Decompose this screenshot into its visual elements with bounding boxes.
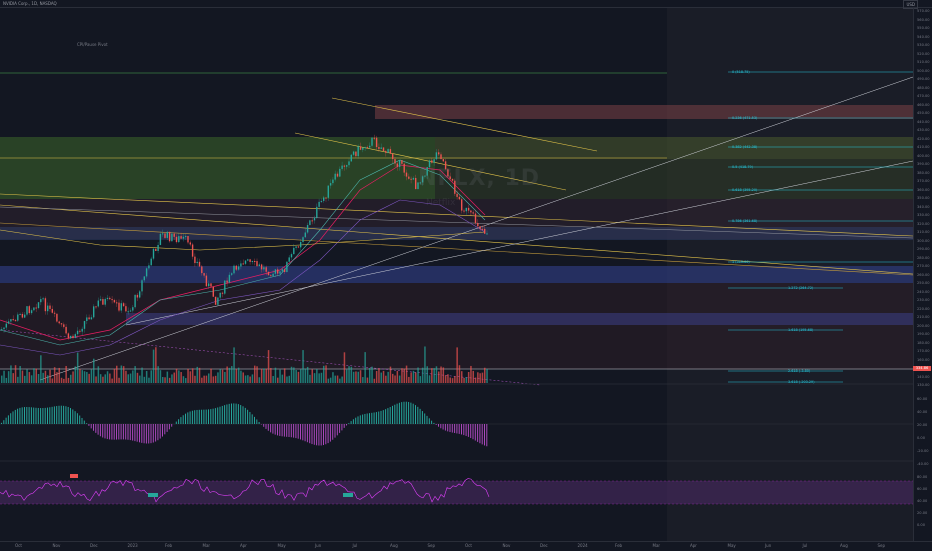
rsi-tick: 0.00 [917, 523, 925, 527]
price-tick: 480.00 [917, 86, 930, 90]
time-tick: Mar [203, 543, 211, 548]
price-tick: 220.00 [917, 307, 930, 311]
price-tick: 380.00 [917, 171, 930, 175]
price-tick: 390.00 [917, 162, 930, 166]
price-tick: 260.00 [917, 273, 930, 277]
fib-level-label: 3.618 (-203.29) [788, 380, 815, 384]
price-tick: 200.00 [917, 324, 930, 328]
price-tick: 180.00 [917, 341, 930, 345]
price-tick: 370.00 [917, 179, 930, 183]
price-tick: 560.00 [917, 18, 930, 22]
price-tick: 400.00 [917, 154, 930, 158]
chart-header: NVIDIA Corp., 1D, NASDAQ USD [0, 0, 932, 8]
price-tick: 140.00 [917, 375, 930, 379]
price-tick: 170.00 [917, 349, 930, 353]
price-tick: 490.00 [917, 77, 930, 81]
price-tick: 270.00 [917, 264, 930, 268]
fib-level-label: 1.618 (195.68) [788, 328, 813, 332]
time-tick: Sep [428, 543, 436, 548]
time-tick: Oct [15, 543, 22, 548]
price-tick: 240.00 [917, 290, 930, 294]
fib-level-label: 0.5 (418.79) [732, 165, 753, 169]
price-tick: 250.00 [917, 281, 930, 285]
price-tick: 540.00 [917, 35, 930, 39]
price-tick: 290.00 [917, 247, 930, 251]
osc-tick: -40.00 [917, 462, 929, 466]
time-tick: May [278, 543, 286, 548]
time-tick: Nov [503, 543, 511, 548]
time-tick: Feb [165, 543, 172, 548]
symbol-watermark: NFLX, 1D [418, 166, 540, 191]
price-tick: 330.00 [917, 213, 930, 217]
time-tick: Sep [878, 543, 886, 548]
time-tick: Jun [315, 543, 321, 548]
osc-tick: -20.00 [917, 449, 929, 453]
price-tick: 450.00 [917, 111, 930, 115]
time-tick: Apr [240, 543, 247, 548]
price-tick: 280.00 [917, 256, 930, 260]
annotation-note: CPI/Pause Pivot [77, 42, 108, 47]
fib-level-label: 1.272 (264.72) [788, 286, 813, 290]
price-tick: 440.00 [917, 120, 930, 124]
price-tick: 320.00 [917, 222, 930, 226]
price-tick: 130.00 [917, 383, 930, 387]
rsi-tick: 80.00 [917, 475, 927, 479]
symbol-title[interactable]: NVIDIA Corp., 1D, NASDAQ [3, 0, 57, 7]
rsi-tick: 60.00 [917, 487, 927, 491]
fib-level-label: 2.618 (-3.80) [788, 369, 810, 373]
price-tick: 340.00 [917, 205, 930, 209]
fib-level-label: 1 (319.00) [732, 260, 750, 264]
rsi-tick: 20.00 [917, 511, 927, 515]
price-tick: 510.00 [917, 60, 930, 64]
price-tick: 470.00 [917, 94, 930, 98]
price-tick: 210.00 [917, 315, 930, 319]
price-axis[interactable]: 570.00 560.00 550.00 540.00 530.00 520.00 510.… [913, 7, 932, 541]
price-tick: 520.00 [917, 52, 930, 56]
price-tick: 160.00 [917, 358, 930, 362]
time-tick: Aug [840, 543, 848, 548]
name-watermark: Netflix [426, 198, 455, 208]
rsi-tick: 40.00 [917, 499, 927, 503]
price-tick: 230.00 [917, 298, 930, 302]
price-tick: 310.00 [917, 230, 930, 234]
price-tick: 460.00 [917, 103, 930, 107]
osc-tick: 40.00 [917, 410, 927, 414]
price-tick: 350.00 [917, 196, 930, 200]
time-tick: Apr [690, 543, 697, 548]
price-tick: 530.00 [917, 43, 930, 47]
price-tick: 430.00 [917, 128, 930, 132]
price-tick: 500.00 [917, 69, 930, 73]
osc-tick: 0.00 [917, 436, 925, 440]
time-tick: 2024 [578, 543, 588, 548]
time-tick: Mar [653, 543, 661, 548]
osc-tick: 20.00 [917, 423, 927, 427]
time-tick: Jul [353, 543, 358, 548]
time-tick: Feb [615, 543, 622, 548]
price-tick: 420.00 [917, 137, 930, 141]
time-tick: Nov [53, 543, 61, 548]
time-tick: Oct [465, 543, 472, 548]
price-tick: 190.00 [917, 332, 930, 336]
price-tick: 570.00 [917, 9, 930, 13]
time-tick: Jun [765, 543, 771, 548]
time-tick: Jul [803, 543, 808, 548]
osc-tick: 60.00 [917, 397, 927, 401]
time-tick: Aug [390, 543, 398, 548]
time-tick: 2023 [128, 543, 138, 548]
time-tick: May [728, 543, 736, 548]
time-tick: Dec [540, 543, 548, 548]
price-tick: 300.00 [917, 239, 930, 243]
fib-level-label: 0.236 (471.53) [732, 116, 757, 120]
fib-level-label: 0.382 (442.38) [732, 145, 757, 149]
fib-level-label: 0.786 (361.68) [732, 219, 757, 223]
fib-level-label: 0.618 (395.20) [732, 188, 757, 192]
last-price-label: 334.86 [913, 366, 931, 371]
price-tick: 410.00 [917, 145, 930, 149]
price-tick: 550.00 [917, 26, 930, 30]
price-tick: 360.00 [917, 188, 930, 192]
fib-level-label: 0 (518.75) [732, 70, 750, 74]
time-tick: Dec [90, 543, 98, 548]
